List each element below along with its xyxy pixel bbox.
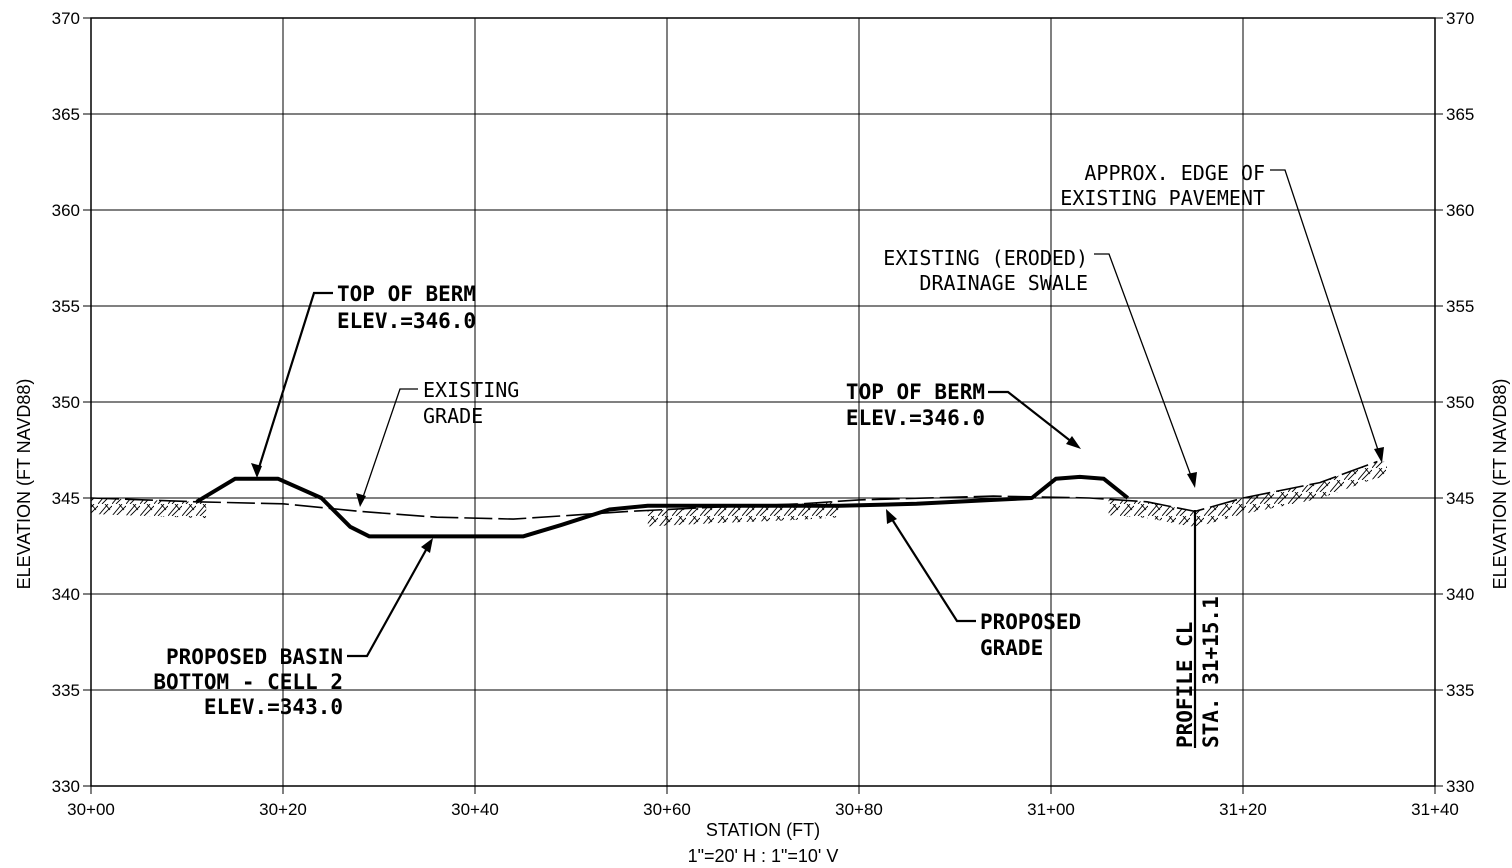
y-tick-label-right: 370 (1446, 9, 1474, 28)
y-tick-label-right: 355 (1446, 297, 1474, 316)
note-proposed-grade-line1: PROPOSED (980, 610, 1081, 634)
y-tick-label-right: 345 (1446, 489, 1474, 508)
y-tick-label-left: 330 (52, 777, 80, 796)
note-proposed-grade-line2: GRADE (980, 636, 1043, 660)
x-tick-label: 30+60 (643, 800, 691, 819)
note-top-berm-right-line2: ELEV.=346.0 (846, 406, 985, 430)
x-tick-label: 31+40 (1411, 800, 1459, 819)
x-tick-label: 30+80 (835, 800, 883, 819)
ground-hatch (1108, 461, 1387, 527)
y-tick-label-left: 355 (52, 297, 80, 316)
leader-top-berm-left (255, 291, 333, 475)
y-tick-label-left: 335 (52, 681, 80, 700)
y-tick-label-right: 360 (1446, 201, 1474, 220)
arrow-top-berm-left (251, 463, 262, 478)
ground-hatch (91, 498, 207, 519)
y-tick-label-right: 340 (1446, 585, 1474, 604)
y-tick-label-right: 365 (1446, 105, 1474, 124)
leader-existing-grade (360, 388, 418, 504)
series-group (90, 460, 1378, 539)
arrow-edge-pavement (1374, 447, 1384, 463)
proposed-grade-line (195, 474, 1130, 539)
leader-drainage-swale (1094, 253, 1195, 485)
note-basin-bottom-line3: ELEV.=343.0 (204, 695, 343, 719)
y-tick-label-left: 370 (52, 9, 80, 28)
arrow-top-berm-right (1066, 436, 1081, 449)
arrow-proposed-grade (886, 509, 897, 524)
axis-ticks: 330 330 335 335 340 340 345 345 350 350 355 355 360 3… (52, 9, 1475, 819)
leader-proposed-grade (887, 512, 976, 623)
leader-top-berm-right (988, 390, 1078, 447)
leader-basin-bottom (347, 540, 432, 658)
note-existing-grade-line1: EXISTING (423, 378, 519, 402)
arrow-drainage-swale (1187, 472, 1197, 488)
arrow-basin-bottom (421, 538, 433, 553)
note-top-berm-right-line1: TOP OF BERM (846, 380, 985, 404)
y-axis-title-left: ELEVATION (FT NAVD88) (14, 379, 34, 590)
x-axis-title: STATION (FT) (706, 820, 820, 840)
x-tick-label: 30+20 (259, 800, 307, 819)
note-basin-bottom-line2: BOTTOM - CELL 2 (153, 670, 343, 694)
existing-grade-line (90, 460, 1378, 520)
note-drainage-swale-line2: DRAINAGE SWALE (919, 271, 1088, 295)
y-tick-label-left: 345 (52, 489, 80, 508)
arrow-existing-grade (356, 493, 366, 507)
y-tick-label-right: 350 (1446, 393, 1474, 412)
scale-note: 1"=20' H : 1"=10' V (688, 846, 839, 866)
y-tick-label-right: 330 (1446, 777, 1474, 796)
x-tick-label: 31+00 (1027, 800, 1075, 819)
y-tick-label-left: 365 (52, 105, 80, 124)
note-edge-pavement-line2: EXISTING PAVEMENT (1060, 186, 1265, 210)
y-tick-label-left: 360 (52, 201, 80, 220)
note-edge-pavement-line1: APPROX. EDGE OF (1084, 161, 1265, 185)
leader-lines (251, 169, 1384, 748)
y-tick-label-right: 335 (1446, 681, 1474, 700)
x-tick-label: 31+20 (1219, 800, 1267, 819)
y-tick-label-left: 350 (52, 393, 80, 412)
y-tick-label-left: 340 (52, 585, 80, 604)
x-tick-label: 30+40 (451, 800, 499, 819)
note-basin-bottom-line1: PROPOSED BASIN (166, 645, 343, 669)
y-axis-title-right: ELEVATION (FT NAVD88) (1490, 379, 1510, 590)
note-profile-cl-line2: STA. 31+15.1 (1199, 596, 1223, 748)
x-tick-label: 30+00 (67, 800, 115, 819)
note-top-berm-left-line1: TOP OF BERM (337, 282, 476, 306)
note-top-berm-left-line2: ELEV.=346.0 (337, 309, 476, 333)
note-drainage-swale-line1: EXISTING (ERODED) (883, 246, 1088, 270)
note-profile-cl-line1: PROFILE CL (1173, 622, 1197, 748)
note-existing-grade-line2: GRADE (423, 404, 483, 428)
ground-hatching (91, 461, 1387, 527)
leader-edge-pavement (1270, 169, 1382, 460)
